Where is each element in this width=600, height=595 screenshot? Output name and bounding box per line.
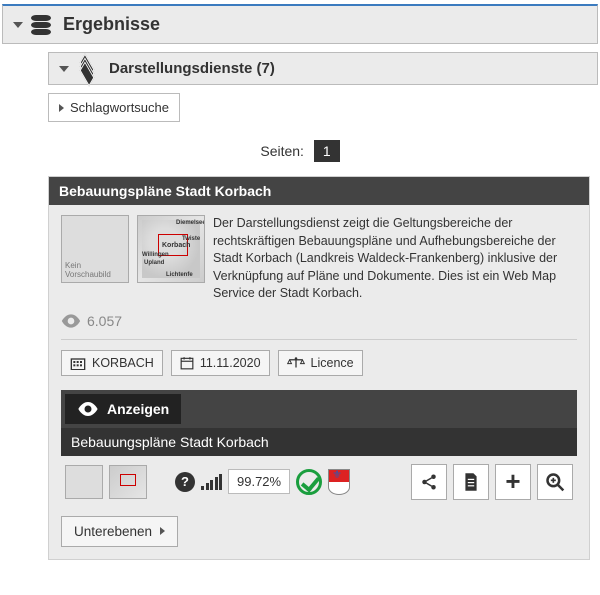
scales-icon: [287, 356, 305, 370]
card-title[interactable]: Bebauungspläne Stadt Korbach: [49, 177, 589, 205]
hessen-crest-icon: [328, 469, 350, 495]
layers-icon: [77, 61, 97, 77]
layer-name-bar[interactable]: Bebauungspläne Stadt Korbach: [61, 428, 577, 456]
keyword-search-label: Schlagwortsuche: [70, 100, 169, 115]
availability-pct: 99.72%: [228, 469, 290, 494]
divider: [61, 339, 577, 340]
views-count: 6.057: [61, 313, 577, 329]
date-label: 11.11.2020: [200, 356, 261, 370]
subcategory-title: Darstellungsdienste (7): [109, 60, 275, 77]
result-card: Bebauungspläne Stadt Korbach Kein Vorsch…: [48, 176, 590, 560]
calendar-icon: [180, 356, 194, 370]
eye-icon: [61, 314, 81, 328]
subcategory-header[interactable]: Darstellungsdienste (7): [48, 52, 598, 85]
anzeigen-tab[interactable]: Anzeigen: [65, 394, 181, 424]
info-icon[interactable]: ?: [175, 472, 195, 492]
page-current[interactable]: 1: [314, 140, 340, 162]
chevron-down-icon: [59, 66, 69, 72]
availability-icon: [201, 474, 222, 490]
no-preview-thumbnail: Kein Vorschaubild: [61, 215, 129, 283]
status-ok-icon: [296, 469, 322, 495]
document-button[interactable]: [453, 464, 489, 500]
chevron-down-icon: [13, 22, 23, 28]
add-button[interactable]: +: [495, 464, 531, 500]
map-city-label: Korbach: [162, 242, 190, 249]
chevron-right-icon: [160, 527, 165, 535]
no-preview-label: Kein Vorschaubild: [65, 262, 128, 280]
view-tabs-bar: Anzeigen: [61, 390, 577, 428]
anzeigen-label: Anzeigen: [107, 401, 169, 417]
keyword-search-button[interactable]: Schlagwortsuche: [48, 93, 180, 122]
pagination-label: Seiten:: [260, 143, 304, 159]
extent-map-thumbnail[interactable]: Korbach Diemelsee Twiste Willingen Uplan…: [137, 215, 205, 283]
sublayers-label: Unterebenen: [74, 524, 152, 539]
pagination: Seiten: 1: [2, 140, 598, 162]
share-button[interactable]: [411, 464, 447, 500]
sublayers-button[interactable]: Unterebenen: [61, 516, 178, 547]
results-title: Ergebnisse: [63, 14, 160, 35]
zoom-button[interactable]: [537, 464, 573, 500]
results-panel-header[interactable]: Ergebnisse: [2, 4, 598, 44]
licence-label: Licence: [311, 356, 354, 370]
chevron-right-icon: [59, 104, 64, 112]
licence-chip[interactable]: Licence: [278, 350, 363, 376]
building-icon: [70, 356, 86, 370]
eye-icon: [77, 402, 99, 416]
card-description: Der Darstellungsdienst zeigt die Geltung…: [213, 215, 577, 303]
layer-action-row: ? 99.72% +: [61, 456, 577, 508]
mini-thumbnail[interactable]: [65, 465, 103, 499]
org-chip[interactable]: KORBACH: [61, 350, 163, 376]
org-label: KORBACH: [92, 356, 154, 370]
mini-extent-map[interactable]: [109, 465, 147, 499]
date-chip[interactable]: 11.11.2020: [171, 350, 270, 376]
database-icon: [31, 15, 51, 35]
